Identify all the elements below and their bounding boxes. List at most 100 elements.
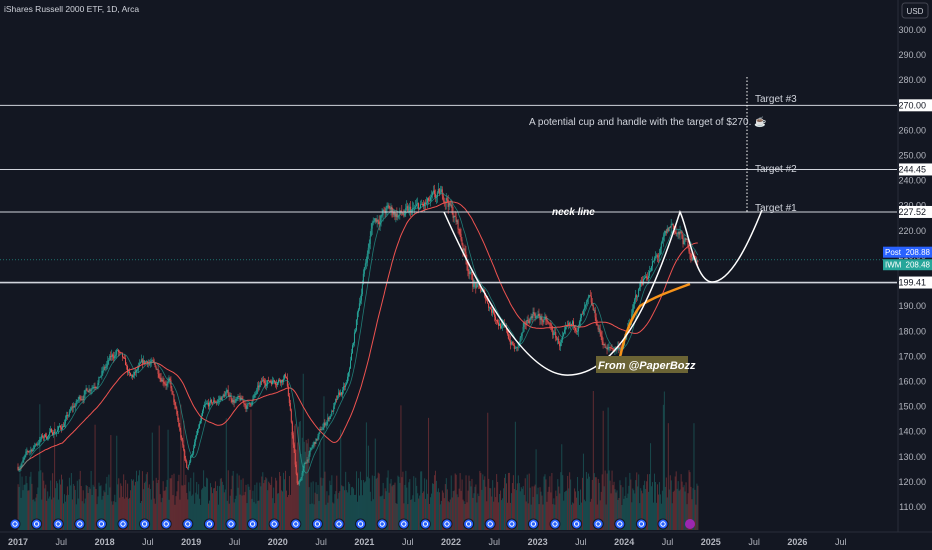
volume-bar bbox=[32, 499, 34, 530]
candle-body bbox=[419, 208, 421, 210]
candle-body bbox=[455, 216, 457, 222]
candle-body bbox=[522, 326, 524, 333]
candle-body bbox=[442, 195, 444, 201]
volume-bar bbox=[420, 471, 422, 530]
candle-body bbox=[85, 388, 87, 390]
volume-bar bbox=[419, 495, 421, 530]
candle-body bbox=[474, 283, 476, 285]
candle-body bbox=[31, 449, 33, 452]
candle-body bbox=[86, 388, 88, 391]
candle-body bbox=[254, 393, 256, 395]
dividend-icon-mark bbox=[465, 521, 472, 527]
candle-body bbox=[668, 227, 670, 232]
candle-body bbox=[218, 399, 220, 401]
volume-bar bbox=[235, 495, 237, 530]
volume-bar bbox=[125, 480, 127, 530]
volume-bar bbox=[228, 503, 230, 530]
volume-bar bbox=[508, 472, 510, 530]
time-axis[interactable] bbox=[0, 532, 932, 550]
volume-bar bbox=[265, 477, 267, 530]
volume-bar bbox=[502, 498, 504, 530]
candle-body bbox=[278, 379, 280, 381]
volume-bar bbox=[214, 481, 216, 530]
volume-bar bbox=[549, 476, 551, 530]
dividend-icon-mark bbox=[249, 521, 256, 527]
volume-bar bbox=[386, 477, 388, 530]
candle-body bbox=[529, 318, 531, 324]
volume-bar bbox=[239, 494, 241, 530]
candle-body bbox=[267, 380, 269, 385]
candle-body bbox=[265, 383, 267, 386]
candle-body bbox=[271, 381, 273, 385]
candle-body bbox=[273, 380, 275, 382]
candle-body bbox=[462, 244, 464, 251]
volume-bar bbox=[540, 491, 542, 530]
volume-bar bbox=[497, 481, 499, 530]
candle-body bbox=[107, 360, 109, 365]
candle-body bbox=[666, 228, 668, 233]
candle-body bbox=[493, 309, 495, 314]
volume-bar bbox=[566, 490, 568, 530]
volume-bar bbox=[309, 504, 311, 530]
volume-bar bbox=[422, 492, 424, 530]
volume-bar bbox=[454, 473, 456, 530]
candle-body bbox=[688, 245, 690, 252]
volume-bar bbox=[147, 487, 149, 530]
volume-bar bbox=[381, 495, 383, 530]
volume-bar bbox=[64, 501, 66, 530]
price-axis[interactable] bbox=[898, 0, 932, 550]
candle-body bbox=[136, 369, 138, 371]
dividend-icon-mark bbox=[660, 521, 666, 527]
volume-bar bbox=[231, 475, 233, 530]
volume-bar bbox=[86, 485, 88, 530]
candle-body bbox=[199, 423, 201, 428]
volume-bar bbox=[354, 494, 356, 530]
candle-body bbox=[79, 396, 81, 399]
candle-body bbox=[297, 483, 299, 485]
dividend-icon bbox=[441, 518, 453, 530]
volume-bar bbox=[663, 391, 665, 530]
candle-body bbox=[694, 255, 696, 257]
currency-button[interactable] bbox=[901, 2, 929, 19]
volume-bar bbox=[603, 486, 605, 530]
candle-body bbox=[467, 264, 469, 272]
candle-body bbox=[415, 206, 417, 208]
volume-bar bbox=[263, 483, 265, 530]
candle-body bbox=[198, 427, 200, 429]
dividend-icon bbox=[376, 518, 388, 530]
volume-bar bbox=[504, 477, 506, 530]
volume-bar bbox=[104, 492, 106, 530]
volume-bar bbox=[294, 423, 296, 530]
candle-body bbox=[644, 278, 646, 280]
volume-bar bbox=[130, 490, 132, 530]
volume-bar bbox=[629, 472, 631, 530]
candle-body bbox=[685, 238, 687, 240]
volume-bar bbox=[52, 473, 54, 530]
volume-bar bbox=[388, 492, 390, 530]
candle-body bbox=[652, 260, 654, 262]
volume-bar bbox=[402, 471, 404, 530]
volume-bar bbox=[394, 482, 396, 530]
candle-body bbox=[182, 440, 184, 446]
dividend-icon bbox=[635, 518, 647, 530]
candle-body bbox=[52, 432, 54, 435]
candle-body bbox=[554, 332, 556, 333]
candle-body bbox=[480, 288, 482, 292]
volume-bar bbox=[43, 480, 45, 530]
candle-body bbox=[296, 473, 298, 484]
candle-body bbox=[213, 400, 215, 402]
candle-body bbox=[422, 203, 424, 205]
candle-body bbox=[564, 329, 566, 334]
volume-bar bbox=[592, 390, 594, 530]
candle-body bbox=[67, 415, 69, 417]
target-3-label: Target #3 bbox=[755, 94, 797, 105]
candle-body bbox=[30, 449, 32, 452]
volume-bar bbox=[501, 500, 503, 530]
volume-bar bbox=[490, 488, 492, 530]
level-tag-background bbox=[899, 276, 932, 289]
volume-bar bbox=[234, 498, 236, 530]
volume-bar bbox=[373, 475, 375, 530]
candle-body bbox=[203, 404, 205, 408]
candle-body bbox=[375, 218, 377, 222]
